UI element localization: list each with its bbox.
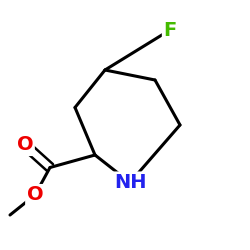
Text: O: O xyxy=(17,136,33,154)
Text: NH: NH xyxy=(114,173,146,192)
Text: O: O xyxy=(27,186,43,204)
Text: F: F xyxy=(164,20,176,40)
